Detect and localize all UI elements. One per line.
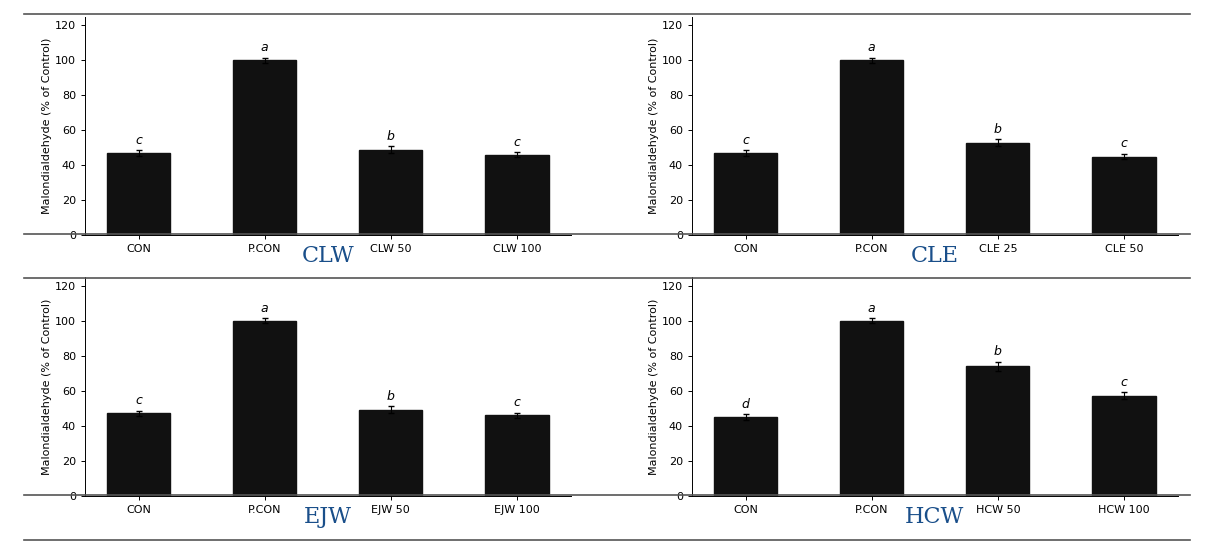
Bar [486, 416, 549, 496]
Y-axis label: Malondialdehyde (% of Control): Malondialdehyde (% of Control) [649, 298, 659, 475]
Text: b: b [387, 130, 395, 142]
Text: a: a [261, 301, 268, 315]
Y-axis label: Malondialdehyde (% of Control): Malondialdehyde (% of Control) [649, 38, 659, 214]
Bar [359, 410, 422, 496]
Bar [359, 150, 422, 235]
Bar [966, 366, 1029, 496]
Bar [714, 417, 777, 496]
Text: c: c [742, 134, 749, 147]
Text: b: b [994, 122, 1002, 136]
Text: a: a [261, 41, 268, 54]
Y-axis label: Malondialdehyde (% of Control): Malondialdehyde (% of Control) [42, 38, 52, 214]
Text: b: b [994, 345, 1002, 358]
Bar [1093, 157, 1156, 235]
Bar [840, 321, 903, 496]
Text: CLE: CLE [910, 245, 959, 267]
Text: c: c [1121, 376, 1128, 389]
Bar [107, 153, 170, 235]
Bar [107, 413, 170, 496]
Text: c: c [514, 396, 521, 409]
Text: EJW: EJW [304, 506, 352, 527]
Bar [486, 155, 549, 235]
Text: b: b [387, 390, 395, 403]
Text: a: a [868, 301, 875, 315]
Bar [840, 60, 903, 235]
Text: a: a [868, 41, 875, 54]
Text: c: c [514, 136, 521, 148]
Bar [714, 153, 777, 235]
Text: c: c [135, 134, 142, 147]
Text: c: c [135, 394, 142, 407]
Text: d: d [742, 398, 749, 411]
Bar [1093, 396, 1156, 496]
Text: CLW: CLW [301, 245, 354, 267]
Y-axis label: Malondialdehyde (% of Control): Malondialdehyde (% of Control) [42, 298, 52, 475]
Text: c: c [1121, 137, 1128, 151]
Bar [233, 321, 296, 496]
Bar [966, 142, 1029, 235]
Bar [233, 60, 296, 235]
Text: HCW: HCW [906, 506, 964, 527]
